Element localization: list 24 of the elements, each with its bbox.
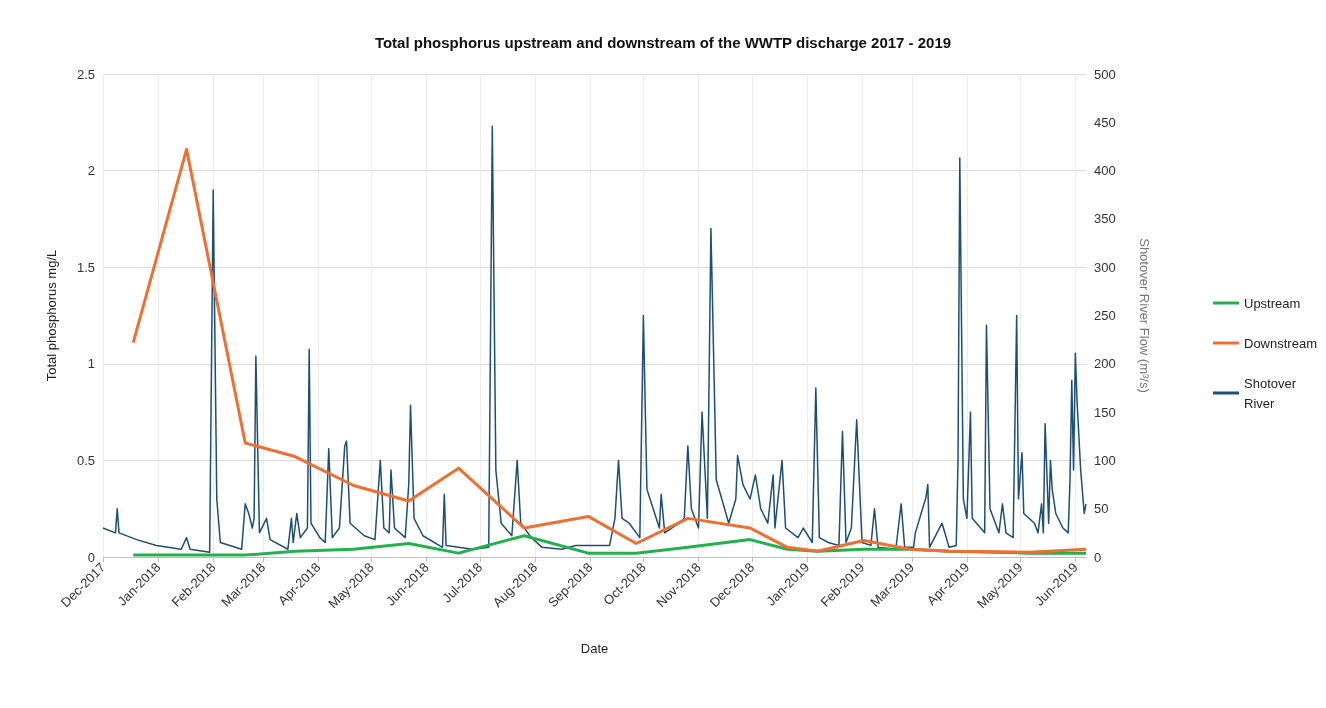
legend-label: Upstream — [1244, 295, 1301, 311]
legend-label: Shotover River — [1244, 375, 1300, 411]
y2-tick-label: 0 — [1094, 549, 1102, 565]
y-tick-label: 1.5 — [76, 259, 95, 275]
y2-axis-title: Shotover River Flow (m³/s) — [1137, 238, 1152, 393]
y-tick-label: 0.5 — [76, 452, 95, 468]
y-tick-label: 2 — [87, 163, 95, 179]
y2-tick-label: 100 — [1094, 452, 1116, 468]
x-axis-title: Date — [580, 641, 609, 656]
y-tick-label: 1 — [87, 356, 95, 372]
y2-tick-label: 400 — [1094, 163, 1116, 179]
y2-tick-label: 450 — [1094, 114, 1116, 130]
y2-tick-label: 300 — [1094, 259, 1116, 275]
y2-tick-label: 150 — [1094, 404, 1116, 420]
y2-tick-label: 250 — [1094, 308, 1116, 323]
legend-label: Downstream — [1244, 335, 1317, 351]
y2-tick-label: 500 — [1094, 66, 1116, 82]
y-tick-label: 2.5 — [76, 66, 95, 82]
y2-tick-label: 200 — [1094, 356, 1116, 372]
chart-title: Total phosphorus upstream and downstream of the WWTP discharge 2017 - 2019 — [374, 34, 952, 51]
y-axis-title: Total phosphorus mg/L — [44, 249, 59, 382]
y2-tick-label: 50 — [1094, 501, 1109, 517]
y-tick-label: 0 — [87, 549, 95, 565]
y2-tick-label: 350 — [1094, 211, 1116, 227]
